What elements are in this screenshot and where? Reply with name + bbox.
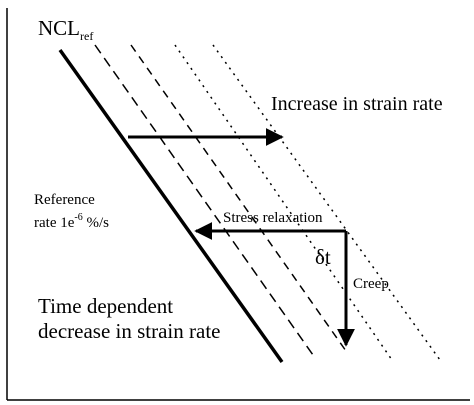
ncl-ref-subscript: ref — [80, 29, 93, 43]
ncl-dotted-line-1 — [174, 44, 393, 361]
reference-rate-superscript: -6 — [74, 212, 82, 223]
stress-relaxation-label: Stress relaxation — [223, 210, 323, 226]
delta-t-label: δt — [315, 245, 331, 269]
creep-label: Creep — [353, 276, 389, 292]
reference-rate-label-line2: rate 1e-6 %/s — [34, 212, 109, 231]
ncl-ref-label: NCLref — [38, 16, 93, 43]
ncl-dashed-line-2 — [130, 44, 347, 352]
ncl-reference-line — [58, 48, 284, 364]
time-dependent-label-line1: Time dependent — [38, 294, 173, 318]
ncl-ref-main: NCL — [38, 16, 80, 40]
time-dependent-label-line2: decrease in strain rate — [38, 319, 220, 343]
increase-strain-rate-label: Increase in strain rate — [271, 93, 443, 115]
ncl-dotted-line-2 — [212, 44, 441, 361]
reference-rate-suffix: %/s — [83, 215, 109, 231]
reference-rate-prefix: rate 1e — [34, 215, 75, 231]
reference-rate-label-line1: Reference — [34, 192, 95, 208]
